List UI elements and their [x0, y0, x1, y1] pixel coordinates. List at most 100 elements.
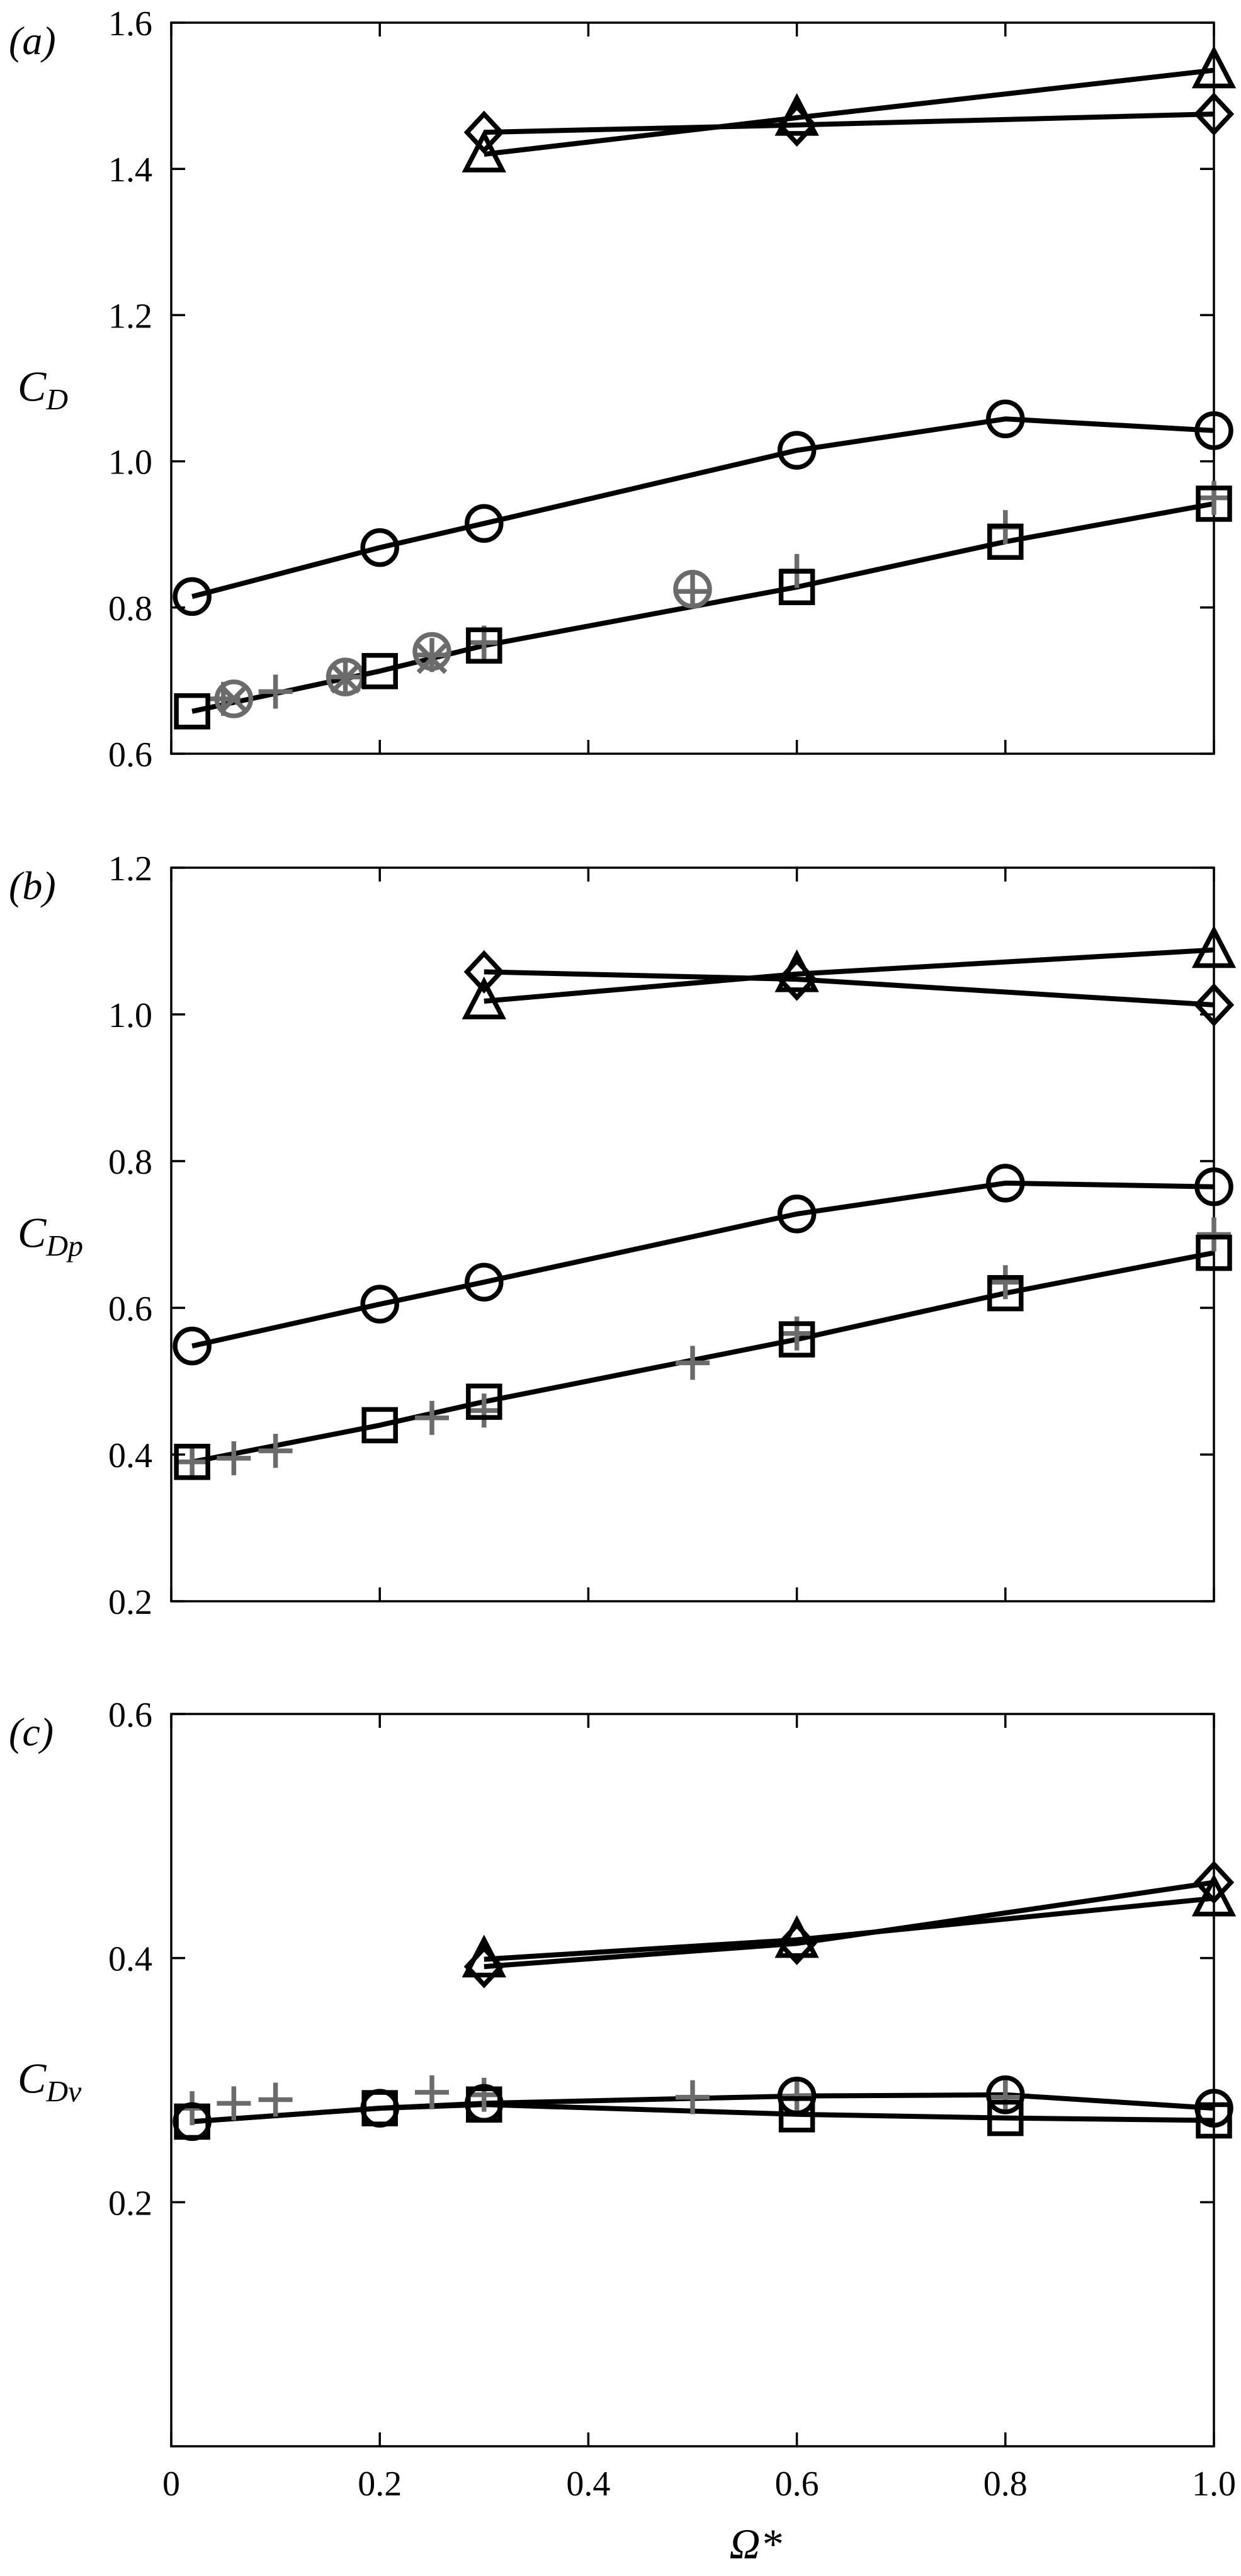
- data-point-square: [361, 2090, 398, 2126]
- data-point-circle: [986, 399, 1025, 439]
- series-line-diamond: [484, 111, 1215, 135]
- data-point-plus: [676, 1346, 710, 1380]
- y-tick-label: 0.2: [108, 1583, 152, 1622]
- data-point-circle: [1194, 1167, 1233, 1206]
- data-point-plus: [467, 1393, 501, 1428]
- data-point-plus: [676, 574, 710, 609]
- series-circle: [173, 2075, 1233, 2142]
- series-line-square: [191, 1250, 1215, 1465]
- series-square: [174, 485, 1232, 730]
- data-point-circle: [412, 632, 451, 671]
- x-tick-label: 0.4: [566, 2465, 610, 2504]
- y-tick-label: 0.2: [108, 2184, 152, 2223]
- series-line-diamond: [484, 969, 1215, 1007]
- data-point-square: [778, 2096, 815, 2133]
- series-plus-reference: [175, 1217, 1231, 1479]
- data-point-square: [1196, 2102, 1232, 2139]
- y-axis-label: CD: [18, 363, 68, 417]
- series-square: [174, 2086, 1232, 2140]
- y-tick-label: 1.2: [108, 849, 152, 888]
- data-point-circle: [173, 1326, 212, 1366]
- data-point-triangle: [462, 976, 506, 1019]
- data-point-circle: [214, 679, 254, 718]
- data-point-plus: [779, 2079, 814, 2113]
- series-line-diamond: [484, 1880, 1215, 1970]
- data-point-plus: [258, 2082, 293, 2117]
- y-tick-label: 0.8: [108, 1143, 152, 1182]
- data-point-triangle: [774, 93, 819, 136]
- data-point-diamond: [463, 950, 504, 994]
- panel-label: (c): [9, 1710, 54, 1754]
- data-point-triangle: [1191, 1873, 1237, 1917]
- data-point-circle: [986, 2075, 1025, 2114]
- y-axis-label: CDv: [18, 2055, 82, 2109]
- panel-label: (b): [9, 863, 56, 908]
- data-point-circle: [360, 1285, 399, 1324]
- data-point-diamond: [1193, 983, 1235, 1027]
- data-point-triangle: [462, 1934, 506, 1978]
- data-point-plus: [467, 2077, 501, 2112]
- y-tick-label: 1.2: [108, 297, 152, 336]
- panel-b: 0.2 0.4 0.6 0.8 1.0 1.2 (b) CDp: [9, 849, 1237, 1622]
- data-point-plus: [1197, 1217, 1231, 1252]
- data-point-cross: [416, 643, 448, 674]
- data-point-circle: [1194, 411, 1233, 450]
- data-point-square: [987, 2099, 1024, 2136]
- y-tick-label: 0.8: [108, 589, 152, 628]
- series-diamond: [463, 1860, 1235, 1989]
- series-square: [174, 1234, 1232, 1480]
- data-point-plus: [217, 2086, 251, 2121]
- y-tick-label: 1.4: [108, 150, 152, 190]
- data-point-circle: [777, 1194, 817, 1234]
- y-tick-label: 1.6: [108, 4, 152, 43]
- y-tick-label: 0.4: [108, 1940, 152, 1979]
- panel-label: (a): [9, 18, 56, 63]
- data-point-diamond: [463, 110, 504, 154]
- data-point-plus: [258, 1434, 293, 1468]
- data-point-circle: [986, 1164, 1025, 1203]
- data-point-square: [987, 1274, 1024, 1312]
- data-point-square: [174, 2103, 210, 2140]
- series-circle-reference: [214, 570, 712, 718]
- series-line-triangle: [484, 1895, 1215, 1962]
- panel-a: 0.6 0.8 1.0 1.2 1.4 1.6 (a) CD: [9, 4, 1237, 775]
- data-point-circle: [360, 528, 399, 567]
- y-tick-label: 1.0: [108, 996, 152, 1035]
- data-point-triangle: [774, 949, 819, 992]
- x-tick-label: 0: [162, 2465, 180, 2504]
- data-point-plus: [988, 1265, 1023, 1300]
- series-cross-reference: [218, 643, 448, 715]
- data-point-square: [1196, 485, 1232, 522]
- data-point-circle: [673, 570, 712, 609]
- data-point-plus: [217, 1441, 251, 1475]
- data-point-plus: [258, 674, 293, 709]
- plot-frame: [170, 21, 1215, 755]
- data-point-circle: [465, 1262, 504, 1302]
- data-point-circle: [777, 2076, 817, 2116]
- data-point-plus: [676, 2080, 710, 2114]
- y-tick-label: 1.0: [108, 443, 152, 482]
- y-tick-label: 0.6: [108, 735, 152, 775]
- plot-frame: [170, 1713, 1215, 2448]
- y-tick-label: 0.6: [108, 1290, 152, 1329]
- data-point-triangle: [1191, 925, 1237, 968]
- x-tick-label: 0.8: [983, 2465, 1028, 2504]
- data-point-square: [174, 693, 210, 730]
- data-point-circle: [465, 504, 504, 543]
- series-triangle: [462, 925, 1237, 1019]
- panel-c: 0 0.2 0.4 0.6 0.8 1.0 0.2 0.4 0.6 (c) CDv Ω*: [9, 1696, 1237, 2568]
- series-line-circle: [191, 416, 1215, 599]
- x-tick-label: 1.0: [1192, 2465, 1236, 2504]
- series-triangle: [462, 45, 1237, 173]
- x-tick-label: 0.2: [358, 2465, 402, 2504]
- x-tick-label: 0.6: [775, 2465, 819, 2504]
- data-point-square: [361, 1407, 398, 1444]
- data-point-square: [987, 523, 1024, 560]
- data-point-circle: [777, 431, 817, 470]
- data-point-diamond: [1193, 1860, 1235, 1904]
- x-axis-label: Ω*: [729, 2520, 781, 2568]
- data-point-square: [466, 2086, 502, 2123]
- data-point-diamond: [1193, 92, 1235, 136]
- data-point-square: [466, 627, 502, 664]
- data-point-square: [174, 1443, 210, 1480]
